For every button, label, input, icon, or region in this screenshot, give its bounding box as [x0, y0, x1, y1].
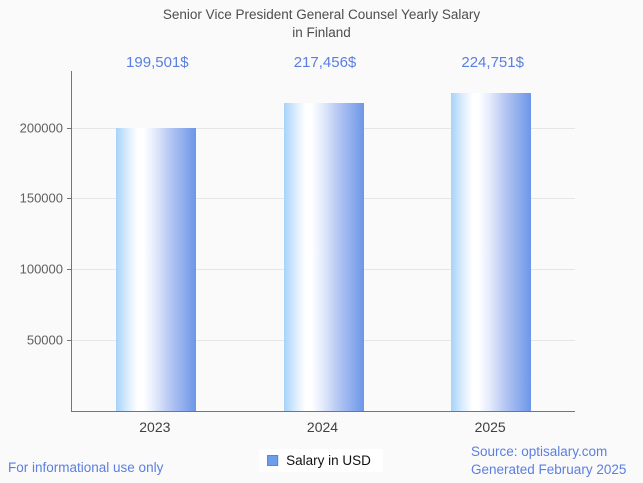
source-text: Source: optisalary.com: [471, 444, 608, 459]
y-tick-label: 100000: [19, 261, 63, 277]
source-note: Source: optisalary.com Generated Februar…: [471, 443, 626, 478]
chart-title-line1: Senior Vice President General Counsel Ye…: [162, 7, 481, 22]
value-label-2025: 224,751$: [461, 54, 524, 71]
legend: Salary in USD: [259, 449, 383, 472]
chart-title: Senior Vice President General Counsel Ye…: [0, 6, 643, 42]
value-label-row: 199,501$ 217,456$ 224,751$: [71, 54, 574, 72]
value-label-2023: 199,501$: [126, 54, 189, 71]
x-tick-label-2023: 2023: [139, 419, 171, 435]
y-axis-tick: [67, 198, 72, 199]
bar-2024[interactable]: [284, 103, 364, 411]
bar-2025[interactable]: [451, 93, 531, 411]
y-axis-tick: [67, 269, 72, 270]
chart-title-line2: in Finland: [292, 25, 351, 41]
y-tick-label: 150000: [19, 190, 63, 206]
value-label-2024: 217,456$: [293, 54, 357, 71]
y-axis-tick: [67, 340, 72, 341]
x-tick-label-2025: 2025: [474, 419, 506, 435]
y-tick-label: 50000: [26, 332, 63, 348]
generated-text: Generated February 2025: [471, 461, 627, 477]
legend-swatch-icon: [267, 455, 279, 466]
plot-area: 50000 100000 150000 200000: [20, 71, 575, 412]
disclaimer-text: For informational use only: [8, 460, 164, 475]
y-tick-label: 200000: [19, 120, 63, 136]
x-axis-labels: 2023 2024 2025: [71, 419, 574, 435]
legend-label: Salary in USD: [286, 453, 371, 468]
bar-2023[interactable]: [116, 128, 196, 411]
y-axis-tick: [67, 128, 72, 129]
x-tick-label-2024: 2024: [306, 419, 339, 435]
